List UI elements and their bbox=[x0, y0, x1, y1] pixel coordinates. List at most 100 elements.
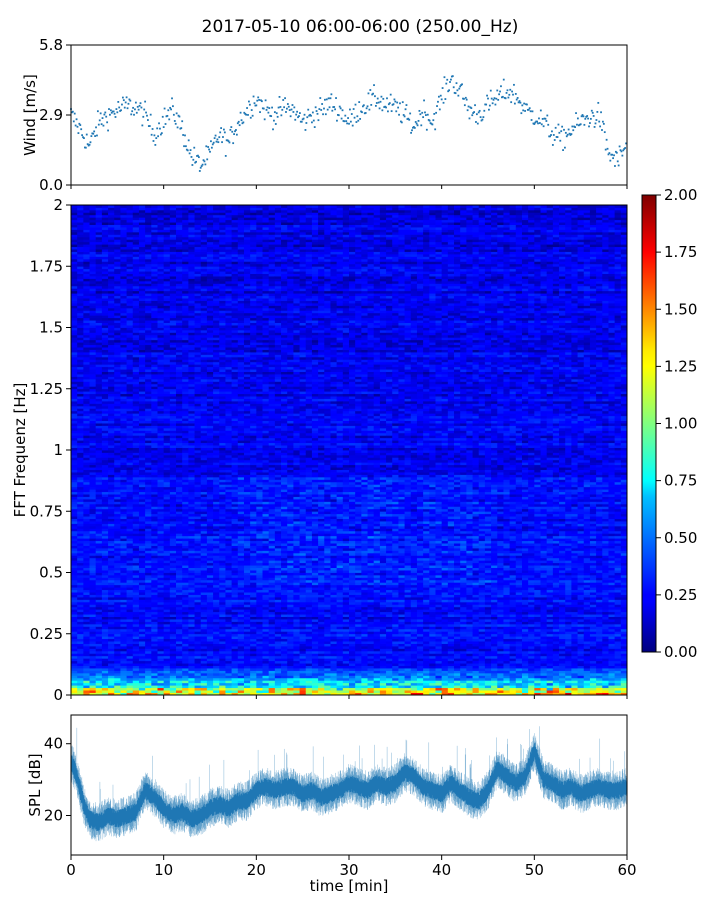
spectrogram-cell bbox=[95, 616, 103, 620]
spectrogram-cell bbox=[132, 459, 140, 463]
spectrogram-cell bbox=[163, 445, 171, 448]
spectrogram-cell bbox=[157, 303, 165, 306]
spectrogram-cell bbox=[163, 222, 171, 225]
spectrogram-cell bbox=[71, 356, 78, 360]
spectrogram-cell bbox=[163, 572, 171, 576]
spectrogram-cell bbox=[176, 491, 183, 495]
spectrogram-cell bbox=[101, 214, 109, 218]
spectrogram-cell bbox=[108, 369, 115, 372]
spectrogram-cell bbox=[132, 418, 140, 421]
spectrogram-cell bbox=[126, 427, 134, 431]
spectrogram-cell bbox=[145, 557, 152, 561]
spectrogram-cell bbox=[95, 276, 103, 279]
spectrogram-cell bbox=[126, 325, 134, 328]
spectrogram-cell bbox=[151, 418, 158, 421]
spectrogram-cell bbox=[89, 312, 97, 316]
spectrogram-cell bbox=[108, 484, 115, 488]
spectrogram-cell bbox=[194, 339, 202, 343]
wind-point bbox=[185, 148, 188, 151]
spectrogram-cell bbox=[132, 295, 140, 299]
spectrogram-cell bbox=[132, 231, 140, 235]
spectrogram-cell bbox=[89, 405, 97, 409]
spectrogram-cell bbox=[83, 224, 90, 228]
spectrogram-cell bbox=[151, 381, 158, 385]
spectrogram-cell bbox=[89, 665, 97, 669]
spectrogram-cell bbox=[163, 692, 171, 696]
spectrogram-cell bbox=[176, 675, 183, 679]
spectrogram-cell bbox=[200, 447, 208, 451]
spectrogram-cell bbox=[163, 655, 171, 659]
spectrogram-cell bbox=[126, 231, 134, 235]
spectrogram-cell bbox=[151, 584, 158, 588]
spectrogram-cell bbox=[95, 501, 103, 505]
spectrogram-cell bbox=[145, 305, 152, 309]
spectrogram-cell bbox=[108, 430, 115, 434]
spectrogram-cell bbox=[89, 648, 97, 652]
spectrogram-cell bbox=[108, 342, 115, 346]
spectrogram-cell bbox=[126, 648, 134, 652]
spectrogram-cell bbox=[71, 437, 78, 441]
spectrogram-cell bbox=[163, 646, 171, 649]
spectrogram-cell bbox=[182, 646, 189, 649]
wind-point bbox=[348, 122, 350, 125]
spectrogram-cell bbox=[145, 641, 152, 644]
spectrogram-cell bbox=[200, 423, 208, 426]
spectrogram-cell bbox=[182, 442, 189, 446]
wind-point bbox=[284, 97, 286, 100]
wind-point bbox=[255, 104, 258, 107]
wind-point bbox=[273, 119, 275, 122]
spectrogram-cell bbox=[188, 403, 195, 407]
spectrogram-cell bbox=[71, 423, 78, 426]
spectrogram-cell bbox=[188, 677, 195, 681]
wind-point bbox=[566, 133, 569, 136]
wind-point bbox=[556, 136, 559, 138]
spectrogram-cell bbox=[89, 658, 97, 662]
spectrogram-cell bbox=[169, 548, 177, 551]
spectrogram-cell bbox=[145, 224, 152, 228]
wind-point bbox=[431, 123, 434, 126]
spectrogram-cell bbox=[176, 584, 183, 588]
spectrogram-cell bbox=[182, 303, 189, 306]
spectrogram-cell bbox=[157, 687, 165, 691]
spectrogram-cell bbox=[169, 420, 177, 424]
spectrogram-cell bbox=[176, 271, 183, 274]
spectrogram-cell bbox=[126, 638, 134, 642]
spectrogram-cell bbox=[83, 205, 90, 208]
spectrogram-cell bbox=[83, 646, 90, 649]
spectrogram-cell bbox=[114, 295, 121, 299]
spectrogram-cell bbox=[95, 427, 103, 431]
spectrogram-cell bbox=[176, 405, 183, 409]
spectrogram-cell bbox=[114, 305, 121, 309]
spectrogram-cell bbox=[95, 584, 103, 588]
spectrogram-cell bbox=[95, 283, 103, 287]
spectrogram-cell bbox=[114, 604, 121, 608]
spectrogram-cell bbox=[89, 486, 97, 490]
spectrogram-cell bbox=[157, 280, 165, 284]
wind-point bbox=[365, 107, 368, 110]
spectrogram-cell bbox=[108, 675, 115, 679]
spectrogram-cell bbox=[114, 523, 121, 527]
spectrogram-cell bbox=[101, 616, 109, 620]
spectrogram-cell bbox=[138, 298, 146, 301]
wind-point bbox=[511, 90, 513, 93]
spectrogram-cell bbox=[188, 572, 195, 576]
spectrogram-cell bbox=[200, 584, 208, 588]
spectrogram-cell bbox=[163, 474, 171, 478]
wind-point bbox=[218, 136, 221, 139]
wind-point bbox=[399, 102, 401, 105]
spectrogram-cell bbox=[89, 303, 97, 306]
spectrogram-cell bbox=[157, 209, 165, 213]
spectrogram-cell bbox=[114, 486, 121, 490]
spectrogram-cell bbox=[169, 423, 177, 426]
spectrogram-cell bbox=[120, 339, 127, 343]
wind-point bbox=[564, 146, 566, 149]
wind-point bbox=[345, 120, 348, 123]
spectrogram-cell bbox=[157, 670, 165, 674]
wind-point bbox=[477, 111, 480, 114]
spectrogram-cell bbox=[89, 567, 97, 571]
spectrogram-cell bbox=[126, 361, 134, 365]
spectrogram-cell bbox=[89, 560, 97, 564]
wind-point bbox=[398, 113, 400, 116]
wind-point bbox=[152, 140, 155, 142]
spectrogram-cell bbox=[126, 366, 134, 370]
